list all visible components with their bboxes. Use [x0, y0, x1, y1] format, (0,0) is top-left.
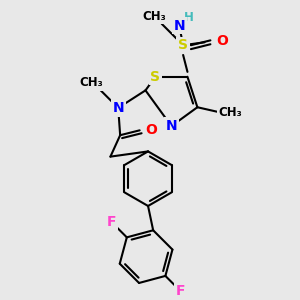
- Text: F: F: [107, 215, 116, 229]
- Text: CH₃: CH₃: [142, 10, 166, 22]
- Text: S: S: [178, 38, 188, 52]
- Text: N: N: [166, 119, 177, 133]
- Text: CH₃: CH₃: [79, 76, 103, 89]
- Text: O: O: [216, 34, 228, 48]
- Text: N: N: [173, 19, 185, 33]
- Text: N: N: [112, 101, 124, 115]
- Text: O: O: [146, 123, 157, 137]
- Text: F: F: [176, 284, 185, 298]
- Text: CH₃: CH₃: [219, 106, 242, 118]
- Text: H: H: [184, 11, 194, 25]
- Text: S: S: [150, 70, 161, 84]
